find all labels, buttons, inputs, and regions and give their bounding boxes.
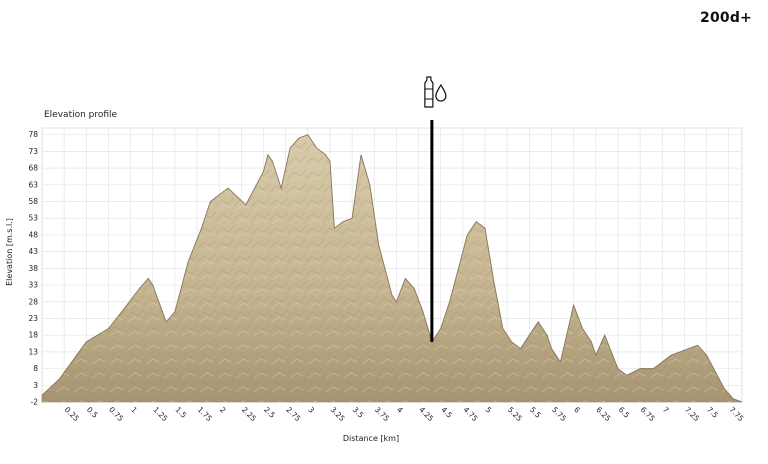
x-tick-label: 3.25	[329, 405, 347, 423]
y-tick-label: 53	[28, 214, 38, 223]
water-marker	[424, 76, 447, 342]
x-tick-label: 1.75	[196, 405, 214, 423]
y-tick-label: 58	[28, 197, 38, 206]
elevation-line	[41, 134, 743, 403]
x-tick-label: 6	[572, 405, 582, 415]
x-axis-title: Distance [km]	[343, 434, 399, 443]
y-tick-label: 3	[33, 381, 38, 390]
x-tick-label: 4.75	[461, 405, 479, 423]
x-tick-label: 5.75	[550, 405, 568, 423]
x-tick-label: 7.25	[683, 405, 701, 423]
y-axis-title: Elevation [m.s.l.]	[5, 218, 14, 286]
elevation-area	[41, 134, 743, 403]
x-tick-label: 3.75	[373, 405, 391, 423]
x-tick-label: 3	[306, 405, 316, 415]
x-tick-label: 5.25	[506, 405, 524, 423]
y-tick-label: 63	[28, 180, 38, 189]
x-tick-label: 2.75	[284, 405, 302, 423]
y-tick-label: 38	[28, 264, 38, 273]
y-tick-label: 23	[28, 314, 38, 323]
x-tick-label: 5.5	[528, 405, 543, 420]
x-tick-label: 2.25	[240, 405, 258, 423]
x-tick-label: 7	[661, 405, 671, 415]
x-tick-label: 1.5	[173, 405, 188, 420]
x-tick-label: 2.5	[262, 405, 277, 420]
x-tick-label: 3.5	[351, 405, 366, 420]
x-tick-label: 4.25	[417, 405, 435, 423]
x-tick-label: 0.5	[85, 405, 100, 420]
x-tick-label: 0.75	[107, 405, 125, 423]
x-tick-label: 1.25	[151, 405, 169, 423]
x-tick-label: 4	[395, 405, 405, 415]
x-tick-label: 5	[484, 405, 494, 415]
y-tick-label: 43	[28, 247, 38, 256]
badge-label: 200d+	[700, 10, 752, 26]
y-tick-label: 28	[28, 297, 38, 306]
x-tick-label: 4.5	[439, 405, 454, 420]
y-tick-label: 48	[28, 230, 38, 239]
y-tick-label: 68	[28, 164, 38, 173]
y-tick-label: 18	[28, 331, 38, 340]
y-tick-label: 13	[28, 347, 38, 356]
x-tick-label: 6.25	[594, 405, 612, 423]
chart-title: Elevation profile	[44, 110, 118, 120]
y-tick-label: -2	[31, 398, 39, 407]
x-tick-label: 7.5	[705, 405, 720, 420]
x-tick-label: 2	[218, 405, 228, 415]
x-tick-label: 6.5	[617, 405, 632, 420]
y-tick-label: 8	[33, 364, 38, 373]
y-tick-label: 33	[28, 281, 38, 290]
y-tick-label: 73	[28, 147, 38, 156]
x-tick-label: 1	[129, 405, 139, 415]
water-bottle-drop-icon	[424, 76, 447, 108]
y-tick-label: 78	[28, 130, 38, 139]
x-tick-label: 7.75	[727, 405, 745, 423]
x-tick-label: 0.25	[63, 405, 81, 423]
x-tick-label: 6.75	[639, 405, 657, 423]
